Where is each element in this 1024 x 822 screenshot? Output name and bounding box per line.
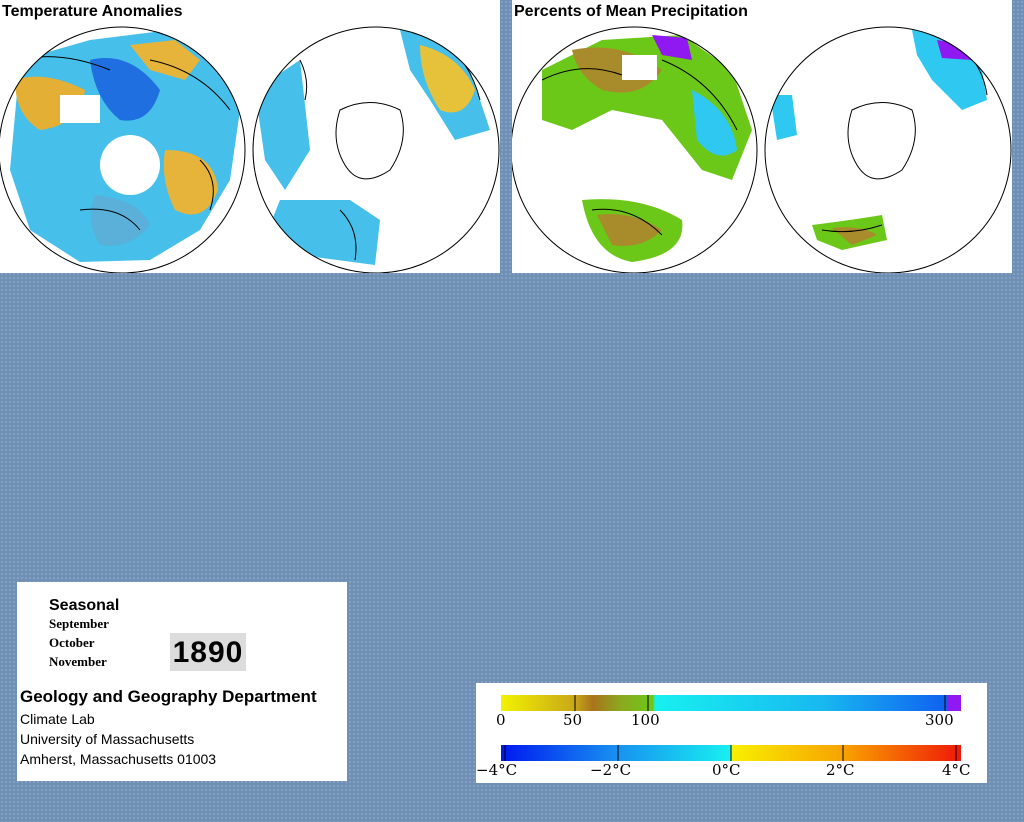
year-display: 1890 (170, 633, 246, 671)
temp-tick-label: −2°C (590, 761, 632, 779)
northern-hemisphere-temp (0, 27, 245, 273)
legend-colorbars (501, 695, 961, 761)
precipitation-panel: Percents of Mean Precipitation (512, 0, 1012, 273)
southern-hemisphere-precip (765, 27, 1011, 273)
temperature-panel-title: Temperature Anomalies (0, 2, 185, 22)
department-name: Geology and Geography Department (20, 687, 317, 706)
month-label: October (49, 635, 95, 650)
temperature-anomaly-panel: Temperature Anomalies (0, 0, 500, 273)
precipitation-panel-title: Percents of Mean Precipitation (512, 2, 750, 22)
legend-panel: 0 50 100 300 −4°C −2°C 0°C 2°C 4°C (476, 683, 987, 783)
northern-hemisphere-precip (512, 27, 757, 273)
month-label: November (49, 654, 107, 669)
temperature-globe-maps (0, 26, 500, 273)
month-label: September (49, 616, 109, 631)
season-label: Seasonal (49, 597, 120, 614)
precip-tick-label: 300 (925, 711, 954, 729)
temp-tick-label: 0°C (712, 761, 741, 779)
address-line: University of Massachusetts (20, 731, 195, 747)
precip-tick-label: 100 (631, 711, 660, 729)
temp-tick-label: −4°C (476, 761, 518, 779)
precip-colorbar (501, 695, 961, 711)
southern-hemisphere-temp (253, 27, 499, 273)
precip-tick-label: 0 (496, 711, 506, 729)
address-line: Amherst, Massachusetts 01003 (20, 751, 217, 767)
precip-tick-label: 50 (563, 711, 583, 729)
temp-tick-label: 2°C (826, 761, 855, 779)
precipitation-globe-maps (512, 26, 1012, 273)
info-panel: Seasonal September October November 1890… (17, 582, 347, 781)
temp-tick-label: 4°C (942, 761, 971, 779)
address-line: Climate Lab (20, 711, 95, 727)
